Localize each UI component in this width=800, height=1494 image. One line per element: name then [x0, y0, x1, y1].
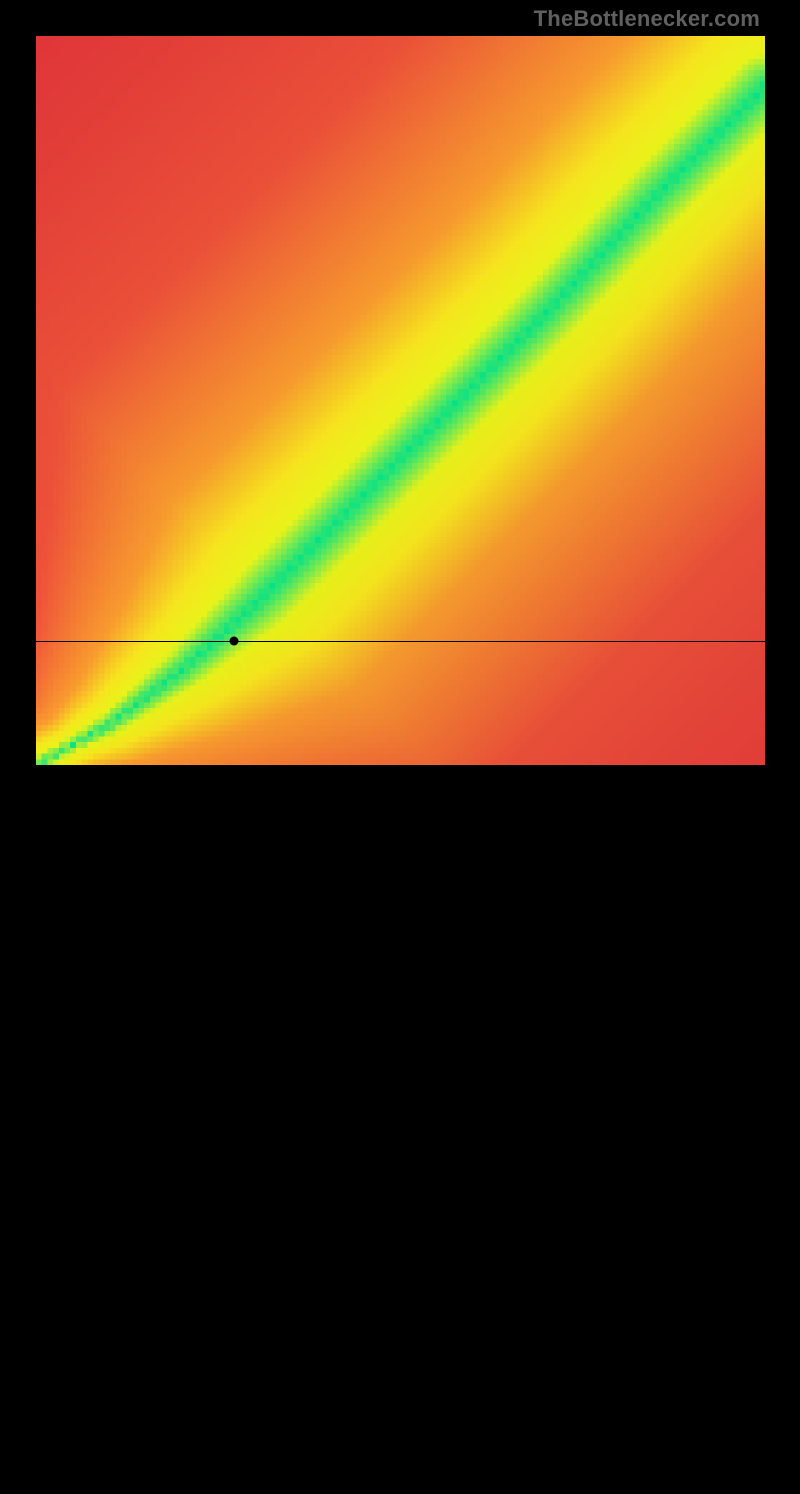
crosshair-vertical-line [234, 765, 235, 1494]
crosshair-horizontal-line [36, 641, 765, 642]
heatmap-canvas [36, 36, 765, 765]
crosshair-marker [230, 637, 239, 646]
heatmap-plot-area [36, 36, 765, 765]
watermark-text: TheBottlenecker.com [534, 6, 760, 32]
